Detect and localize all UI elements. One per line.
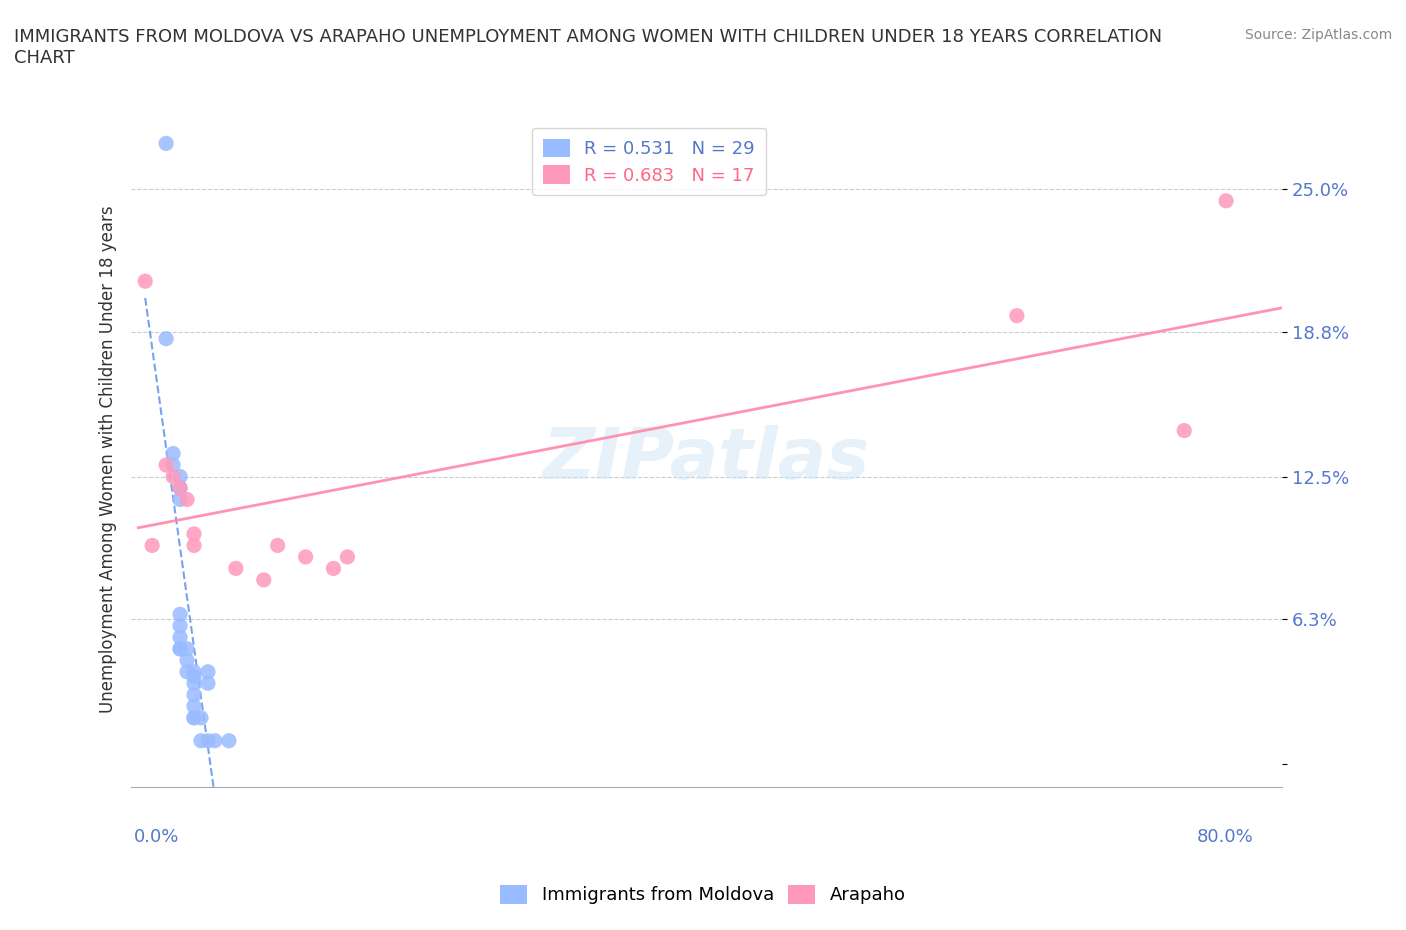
Point: [1005, 308, 1028, 323]
Point: [155, 136, 177, 151]
Point: [162, 458, 184, 472]
Point: [155, 331, 177, 346]
Point: [183, 698, 205, 713]
Point: [176, 642, 198, 657]
Point: [197, 733, 219, 748]
Point: [169, 642, 191, 657]
Point: [183, 526, 205, 541]
Point: [267, 538, 290, 552]
Point: [183, 538, 205, 552]
Text: 80.0%: 80.0%: [1197, 828, 1254, 846]
Text: IMMIGRANTS FROM MOLDOVA VS ARAPAHO UNEMPLOYMENT AMONG WOMEN WITH CHILDREN UNDER : IMMIGRANTS FROM MOLDOVA VS ARAPAHO UNEMP…: [14, 28, 1163, 67]
Point: [336, 550, 359, 565]
Point: [1173, 423, 1195, 438]
Point: [183, 664, 205, 679]
Point: [169, 607, 191, 622]
Point: [197, 664, 219, 679]
Point: [141, 538, 163, 552]
Point: [190, 711, 212, 725]
Point: [162, 446, 184, 461]
Text: ZIPatlas: ZIPatlas: [543, 425, 870, 494]
Point: [176, 653, 198, 668]
Point: [204, 733, 226, 748]
Point: [169, 642, 191, 657]
Legend: Immigrants from Moldova, Arapaho: Immigrants from Moldova, Arapaho: [494, 878, 912, 911]
Point: [183, 711, 205, 725]
Point: [1215, 193, 1237, 208]
Point: [176, 664, 198, 679]
Point: [218, 733, 240, 748]
Point: [169, 469, 191, 484]
Point: [197, 676, 219, 691]
Point: [190, 733, 212, 748]
Point: [155, 458, 177, 472]
Legend: R = 0.531   N = 29, R = 0.683   N = 17: R = 0.531 N = 29, R = 0.683 N = 17: [531, 127, 766, 195]
Point: [183, 711, 205, 725]
Point: [169, 630, 191, 644]
Point: [169, 481, 191, 496]
Point: [134, 273, 156, 288]
Y-axis label: Unemployment Among Women with Children Under 18 years: Unemployment Among Women with Children U…: [100, 206, 117, 713]
Point: [169, 481, 191, 496]
Point: [162, 469, 184, 484]
Point: [169, 492, 191, 507]
Text: Source: ZipAtlas.com: Source: ZipAtlas.com: [1244, 28, 1392, 42]
Point: [183, 676, 205, 691]
Point: [176, 492, 198, 507]
Point: [294, 550, 316, 565]
Point: [225, 561, 247, 576]
Text: 0.0%: 0.0%: [134, 828, 180, 846]
Point: [253, 573, 276, 588]
Point: [183, 687, 205, 702]
Point: [183, 669, 205, 684]
Point: [169, 618, 191, 633]
Point: [322, 561, 344, 576]
